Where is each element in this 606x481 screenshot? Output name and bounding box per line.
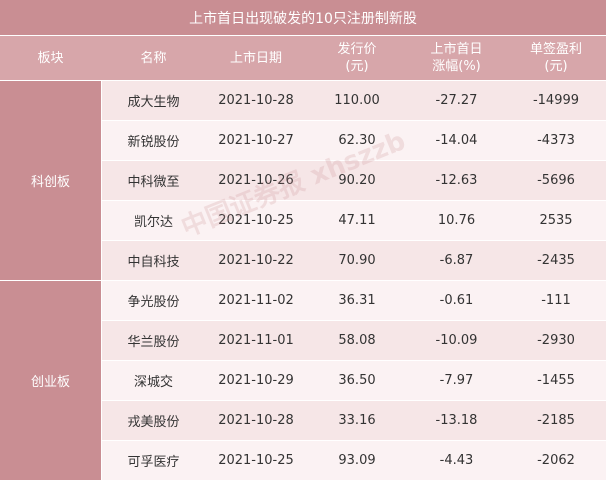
cell-name: 戎美股份 xyxy=(127,415,180,430)
cell-name: 争光股份 xyxy=(127,295,180,310)
cell-date: 2021-10-26 xyxy=(218,173,294,188)
cell-change: -13.18 xyxy=(435,413,478,428)
cell-change: -12.63 xyxy=(435,173,478,188)
header-price: 发行价 (元) xyxy=(307,36,407,80)
header-name: 名称 xyxy=(102,36,205,80)
cell-name: 可孚医疗 xyxy=(127,455,180,470)
header-price-unit: (元) xyxy=(345,59,369,74)
table-row: 中科微至 2021-10-26 90.20 -12.63 -5696 xyxy=(102,161,606,200)
cell-profit: -111 xyxy=(541,293,571,308)
header-date: 上市日期 xyxy=(205,36,307,80)
header-sector: 板块 xyxy=(0,36,101,80)
cell-date: 2021-11-01 xyxy=(218,333,294,348)
header-change: 上市首日 涨幅(%) xyxy=(407,36,506,80)
cell-date: 2021-10-25 xyxy=(218,453,294,468)
cell-change: -27.27 xyxy=(435,93,478,108)
header-price-label: 发行价 xyxy=(337,42,377,57)
cell-name: 新锐股份 xyxy=(127,135,180,150)
cell-price: 110.00 xyxy=(334,93,380,108)
sector-cell: 科创板 xyxy=(0,81,101,280)
table-header: 板块 名称 上市日期 发行价 (元) 上市首日 涨幅(%) 单签盈利 (元) xyxy=(0,36,606,80)
table-row: 成大生物 2021-10-28 110.00 -27.27 -14999 xyxy=(102,81,606,120)
table-title: 上市首日出现破发的10只注册制新股 xyxy=(0,0,606,35)
cell-price: 90.20 xyxy=(338,173,376,188)
cell-name: 华兰股份 xyxy=(127,335,180,350)
cell-change: -6.87 xyxy=(439,253,474,268)
cell-profit: -2930 xyxy=(537,333,575,348)
cell-price: 70.90 xyxy=(338,253,376,268)
table-row: 可孚医疗 2021-10-25 93.09 -4.43 -2062 xyxy=(102,441,606,480)
cell-price: 36.50 xyxy=(338,373,376,388)
header-date-label: 上市日期 xyxy=(229,50,282,66)
table-row: 戎美股份 2021-10-28 33.16 -13.18 -2185 xyxy=(102,401,606,440)
header-name-label: 名称 xyxy=(140,50,167,66)
cell-profit: -2185 xyxy=(537,413,575,428)
cell-date: 2021-10-28 xyxy=(218,93,294,108)
cell-date: 2021-10-25 xyxy=(218,213,294,228)
table-row: 深城交 2021-10-29 36.50 -7.97 -1455 xyxy=(102,361,606,400)
cell-name: 凯尔达 xyxy=(133,215,173,230)
cell-name: 中科微至 xyxy=(127,175,180,190)
table-row: 争光股份 2021-11-02 36.31 -0.61 -111 xyxy=(102,281,606,320)
cell-profit: -2062 xyxy=(537,453,575,468)
cell-change: -0.61 xyxy=(439,293,474,308)
cell-profit: -2435 xyxy=(537,253,575,268)
cell-change: -4.43 xyxy=(439,453,474,468)
table-row: 中自科技 2021-10-22 70.90 -6.87 -2435 xyxy=(102,241,606,280)
cell-price: 62.30 xyxy=(338,133,376,148)
cell-date: 2021-10-28 xyxy=(218,413,294,428)
cell-profit: -14999 xyxy=(532,93,580,108)
cell-date: 2021-10-29 xyxy=(218,373,294,388)
cell-date: 2021-10-22 xyxy=(218,253,294,268)
cell-profit: -4373 xyxy=(537,133,575,148)
cell-date: 2021-11-02 xyxy=(218,293,294,308)
table-row: 华兰股份 2021-11-01 58.08 -10.09 -2930 xyxy=(102,321,606,360)
group-divider xyxy=(0,280,606,281)
cell-price: 36.31 xyxy=(338,293,376,308)
cell-price: 58.08 xyxy=(338,333,376,348)
cell-price: 93.09 xyxy=(338,453,376,468)
sector-cell: 创业板 xyxy=(0,281,101,480)
cell-change: 10.76 xyxy=(437,213,476,228)
cell-price: 33.16 xyxy=(338,413,376,428)
cell-name: 中自科技 xyxy=(127,255,180,270)
header-profit-label: 单签盈利 xyxy=(529,42,582,57)
cell-change: -10.09 xyxy=(435,333,478,348)
cell-profit: -1455 xyxy=(537,373,575,388)
cell-change: -14.04 xyxy=(435,133,478,148)
cell-price: 47.11 xyxy=(338,213,376,228)
table-row: 新锐股份 2021-10-27 62.30 -14.04 -4373 xyxy=(102,121,606,160)
cell-name: 成大生物 xyxy=(127,95,180,110)
table-row: 凯尔达 2021-10-25 47.11 10.76 2535 xyxy=(102,201,606,240)
header-change-label: 上市首日 xyxy=(430,42,483,57)
header-profit-unit: (元) xyxy=(544,59,568,74)
cell-name: 深城交 xyxy=(133,375,173,390)
cell-change: -7.97 xyxy=(439,373,474,388)
header-profit: 单签盈利 (元) xyxy=(506,36,606,80)
cell-profit: -5696 xyxy=(537,173,575,188)
cell-date: 2021-10-27 xyxy=(218,133,294,148)
cell-profit: 2535 xyxy=(539,213,573,228)
header-sector-label: 板块 xyxy=(37,50,64,66)
header-change-unit: 涨幅(%) xyxy=(432,59,481,74)
